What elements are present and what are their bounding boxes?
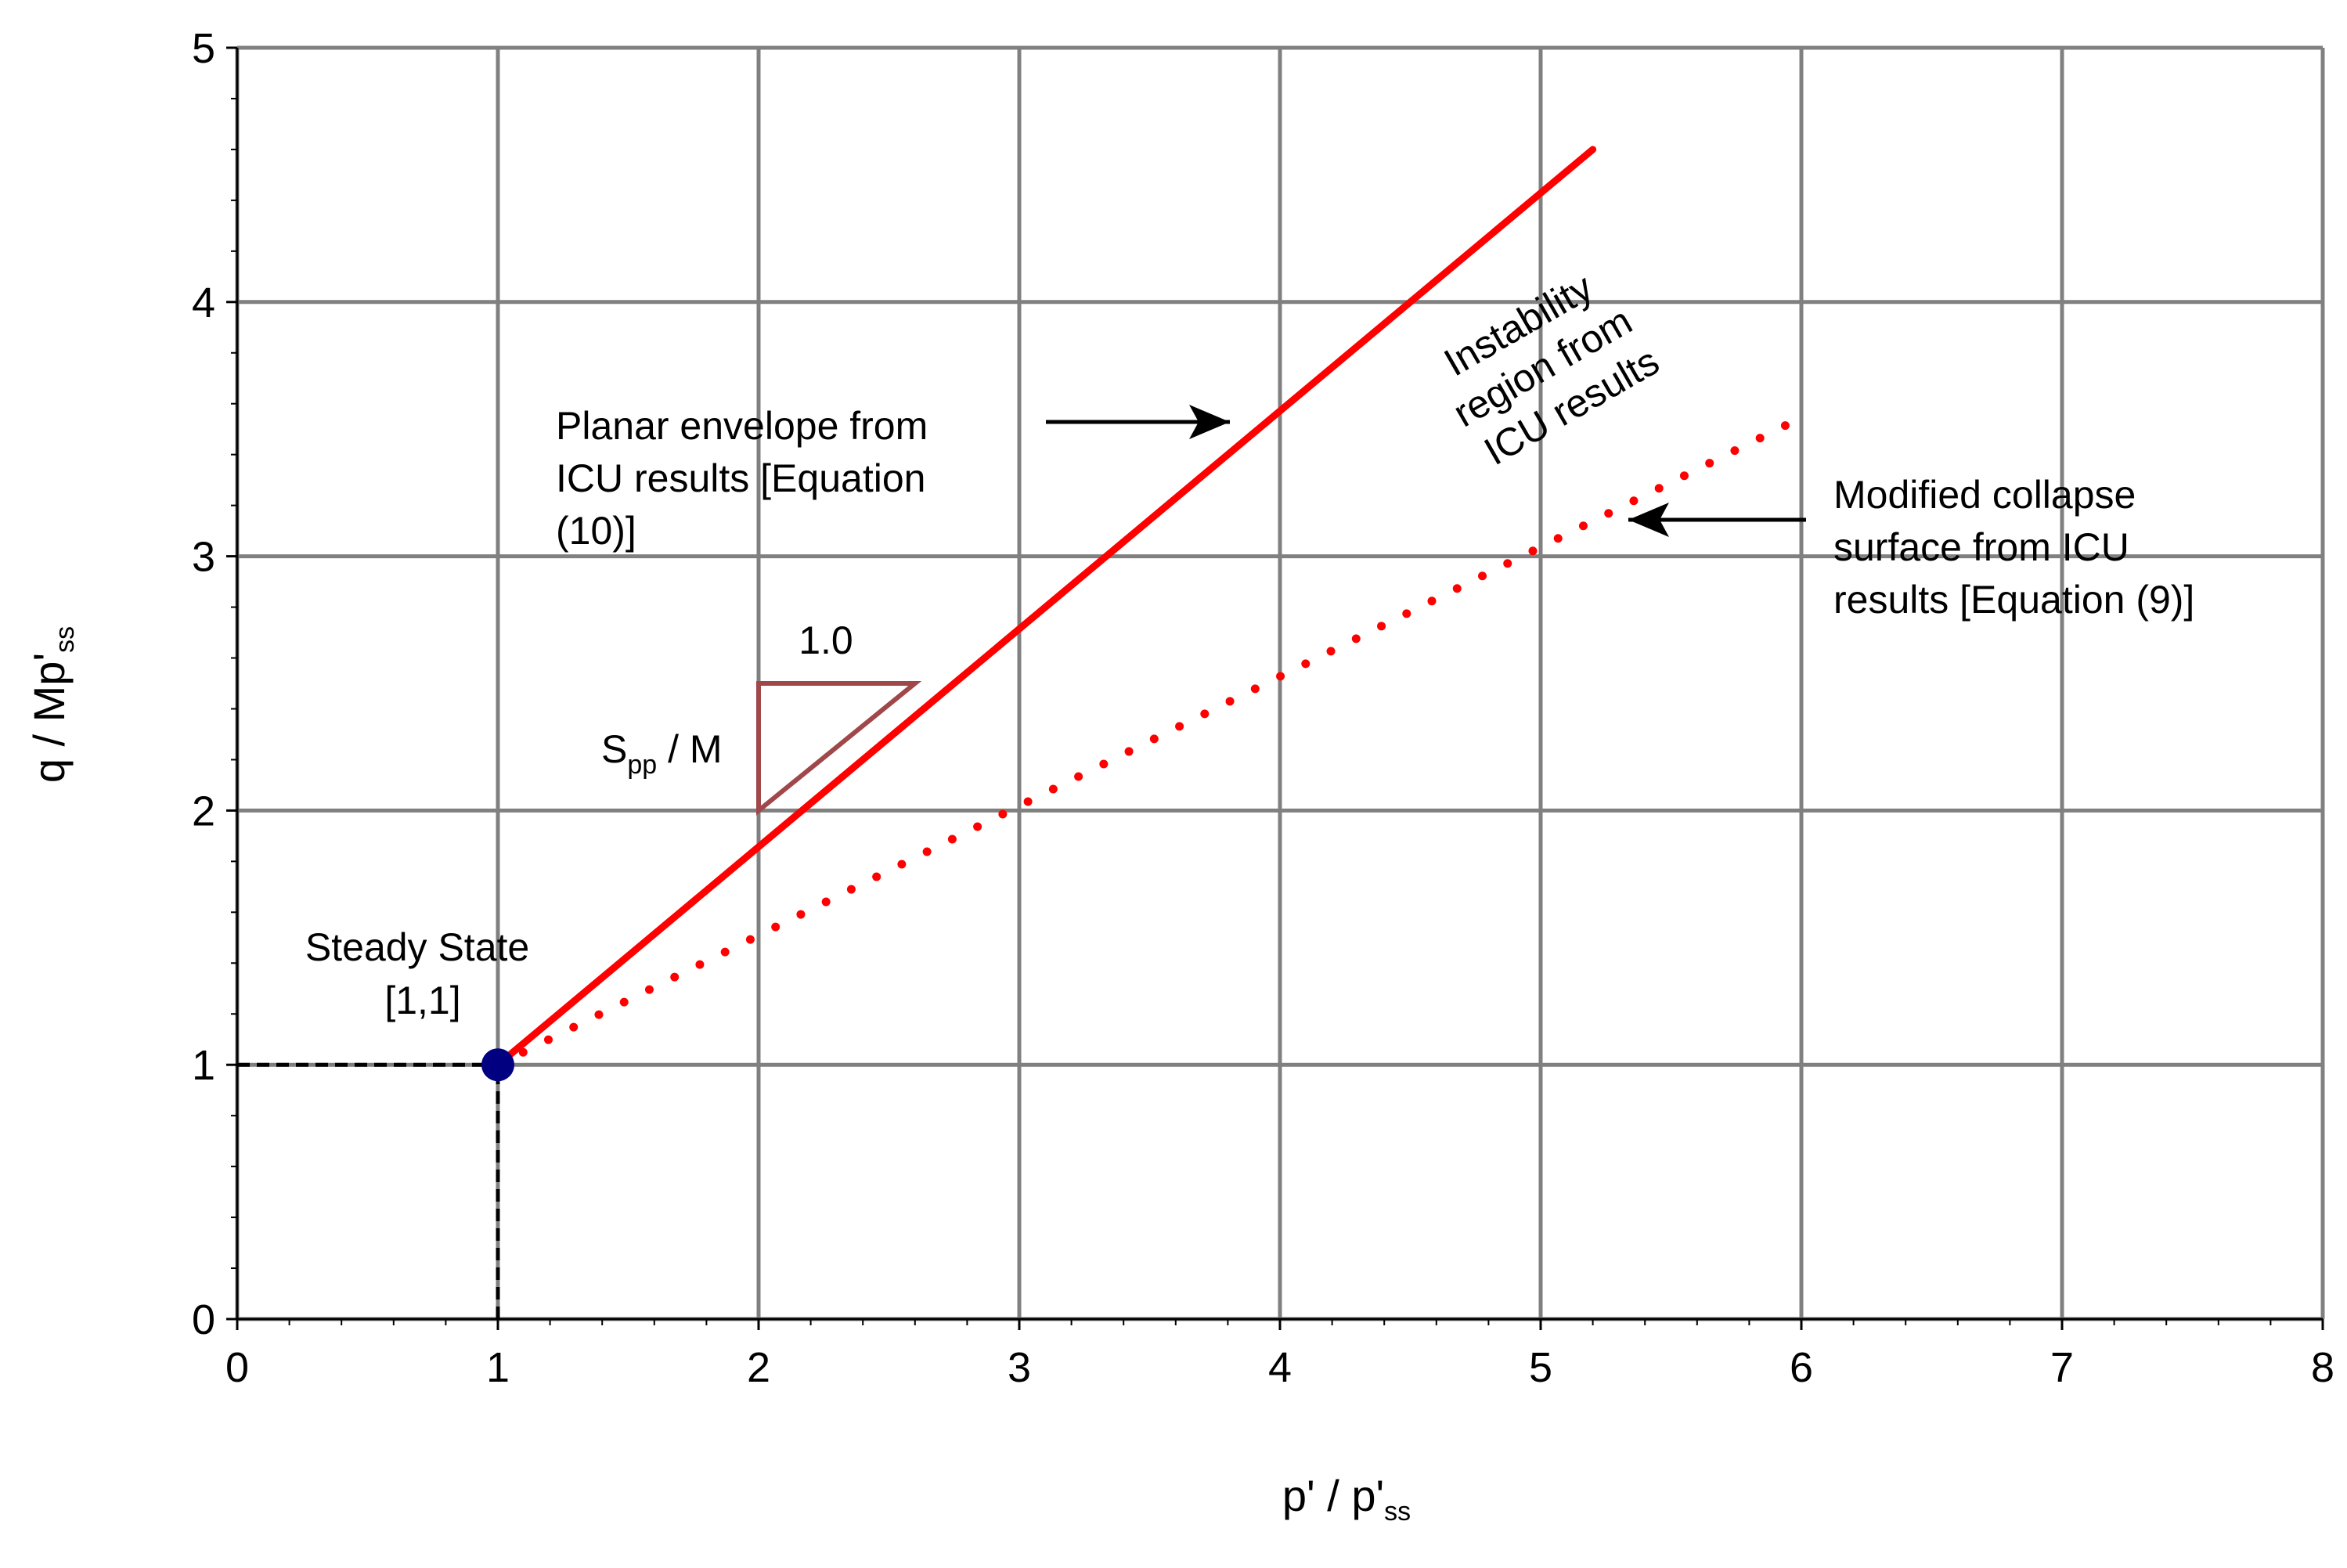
x-tick-label-2: 2 (747, 1344, 770, 1391)
x-axis-title: p' / p'ss (1282, 1471, 1411, 1527)
y-axis-title: q / Mp'ss (24, 626, 80, 783)
steady-state-line-2: [1,1] (384, 979, 460, 1022)
slope-rise-label: Spp / M (601, 727, 723, 780)
modified-label-line-3: results [Equation (9)] (1833, 578, 2194, 622)
y-tick-label-1: 1 (192, 1042, 215, 1089)
steady-state-line-1: Steady State (305, 925, 529, 969)
slope-triangle (756, 681, 922, 816)
annotation-arrows (1046, 405, 1806, 537)
steady-state-point (481, 1048, 514, 1082)
x-tick-label-4: 4 (1268, 1344, 1292, 1391)
planar-arrow-head (1189, 405, 1230, 439)
series-line-0 (494, 146, 1597, 1069)
steady-state-label: Steady State [1,1] (305, 925, 540, 1022)
y-tick-label-3: 3 (192, 534, 215, 581)
grid (235, 45, 2325, 1321)
y-tick-label-4: 4 (192, 279, 215, 326)
modified-label-line-2: surface from ICU (1833, 525, 2129, 569)
series-group (237, 146, 1793, 1319)
modified-label-line-1: Modified collapse (1833, 473, 2136, 517)
y-tick-label-2: 2 (192, 788, 215, 834)
x-tick-label-7: 7 (2050, 1344, 2074, 1391)
slope-run-label: 1.0 (799, 618, 853, 662)
tick-labels: 0 1 2 3 4 5 6 7 8 0 1 2 3 4 5 (192, 25, 2334, 1391)
modified-collapse-label: Modified collapse surface from ICU resul… (1833, 473, 2194, 622)
x-tick-label-3: 3 (1008, 1344, 1031, 1391)
slope-triangle-shape (756, 681, 922, 816)
instability-region-label: Instability region from ICU results (1422, 251, 1673, 478)
y-tick-label-0: 0 (192, 1296, 215, 1343)
x-tick-label-8: 8 (2311, 1344, 2334, 1391)
y-tick-label-5: 5 (192, 25, 215, 72)
x-tick-label-1: 1 (486, 1344, 510, 1391)
x-tick-label-5: 5 (1529, 1344, 1552, 1391)
planar-label-line-3: (10)] (556, 509, 636, 553)
modified-arrow-head (1628, 503, 1669, 537)
planar-envelope-label: Planar envelope from ICU results [Equati… (556, 404, 939, 553)
planar-label-line-2: ICU results [Equation (556, 456, 925, 500)
x-tick-label-0: 0 (225, 1344, 249, 1391)
planar-label-line-1: Planar envelope from (556, 404, 928, 448)
x-tick-label-6: 6 (1790, 1344, 1813, 1391)
axes (226, 46, 2324, 1330)
